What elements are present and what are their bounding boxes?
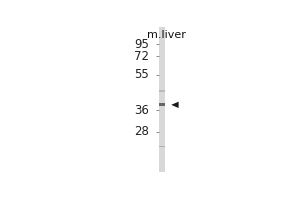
Bar — [159, 90, 165, 92]
Text: 28: 28 — [134, 125, 149, 138]
Text: 95: 95 — [134, 38, 149, 51]
Text: 72: 72 — [134, 50, 149, 63]
Text: m.liver: m.liver — [147, 30, 186, 40]
Polygon shape — [171, 102, 178, 108]
Bar — [159, 146, 165, 147]
Bar — [159, 103, 165, 106]
Bar — [159, 27, 165, 172]
Text: 36: 36 — [134, 104, 149, 117]
Text: 55: 55 — [134, 68, 149, 81]
